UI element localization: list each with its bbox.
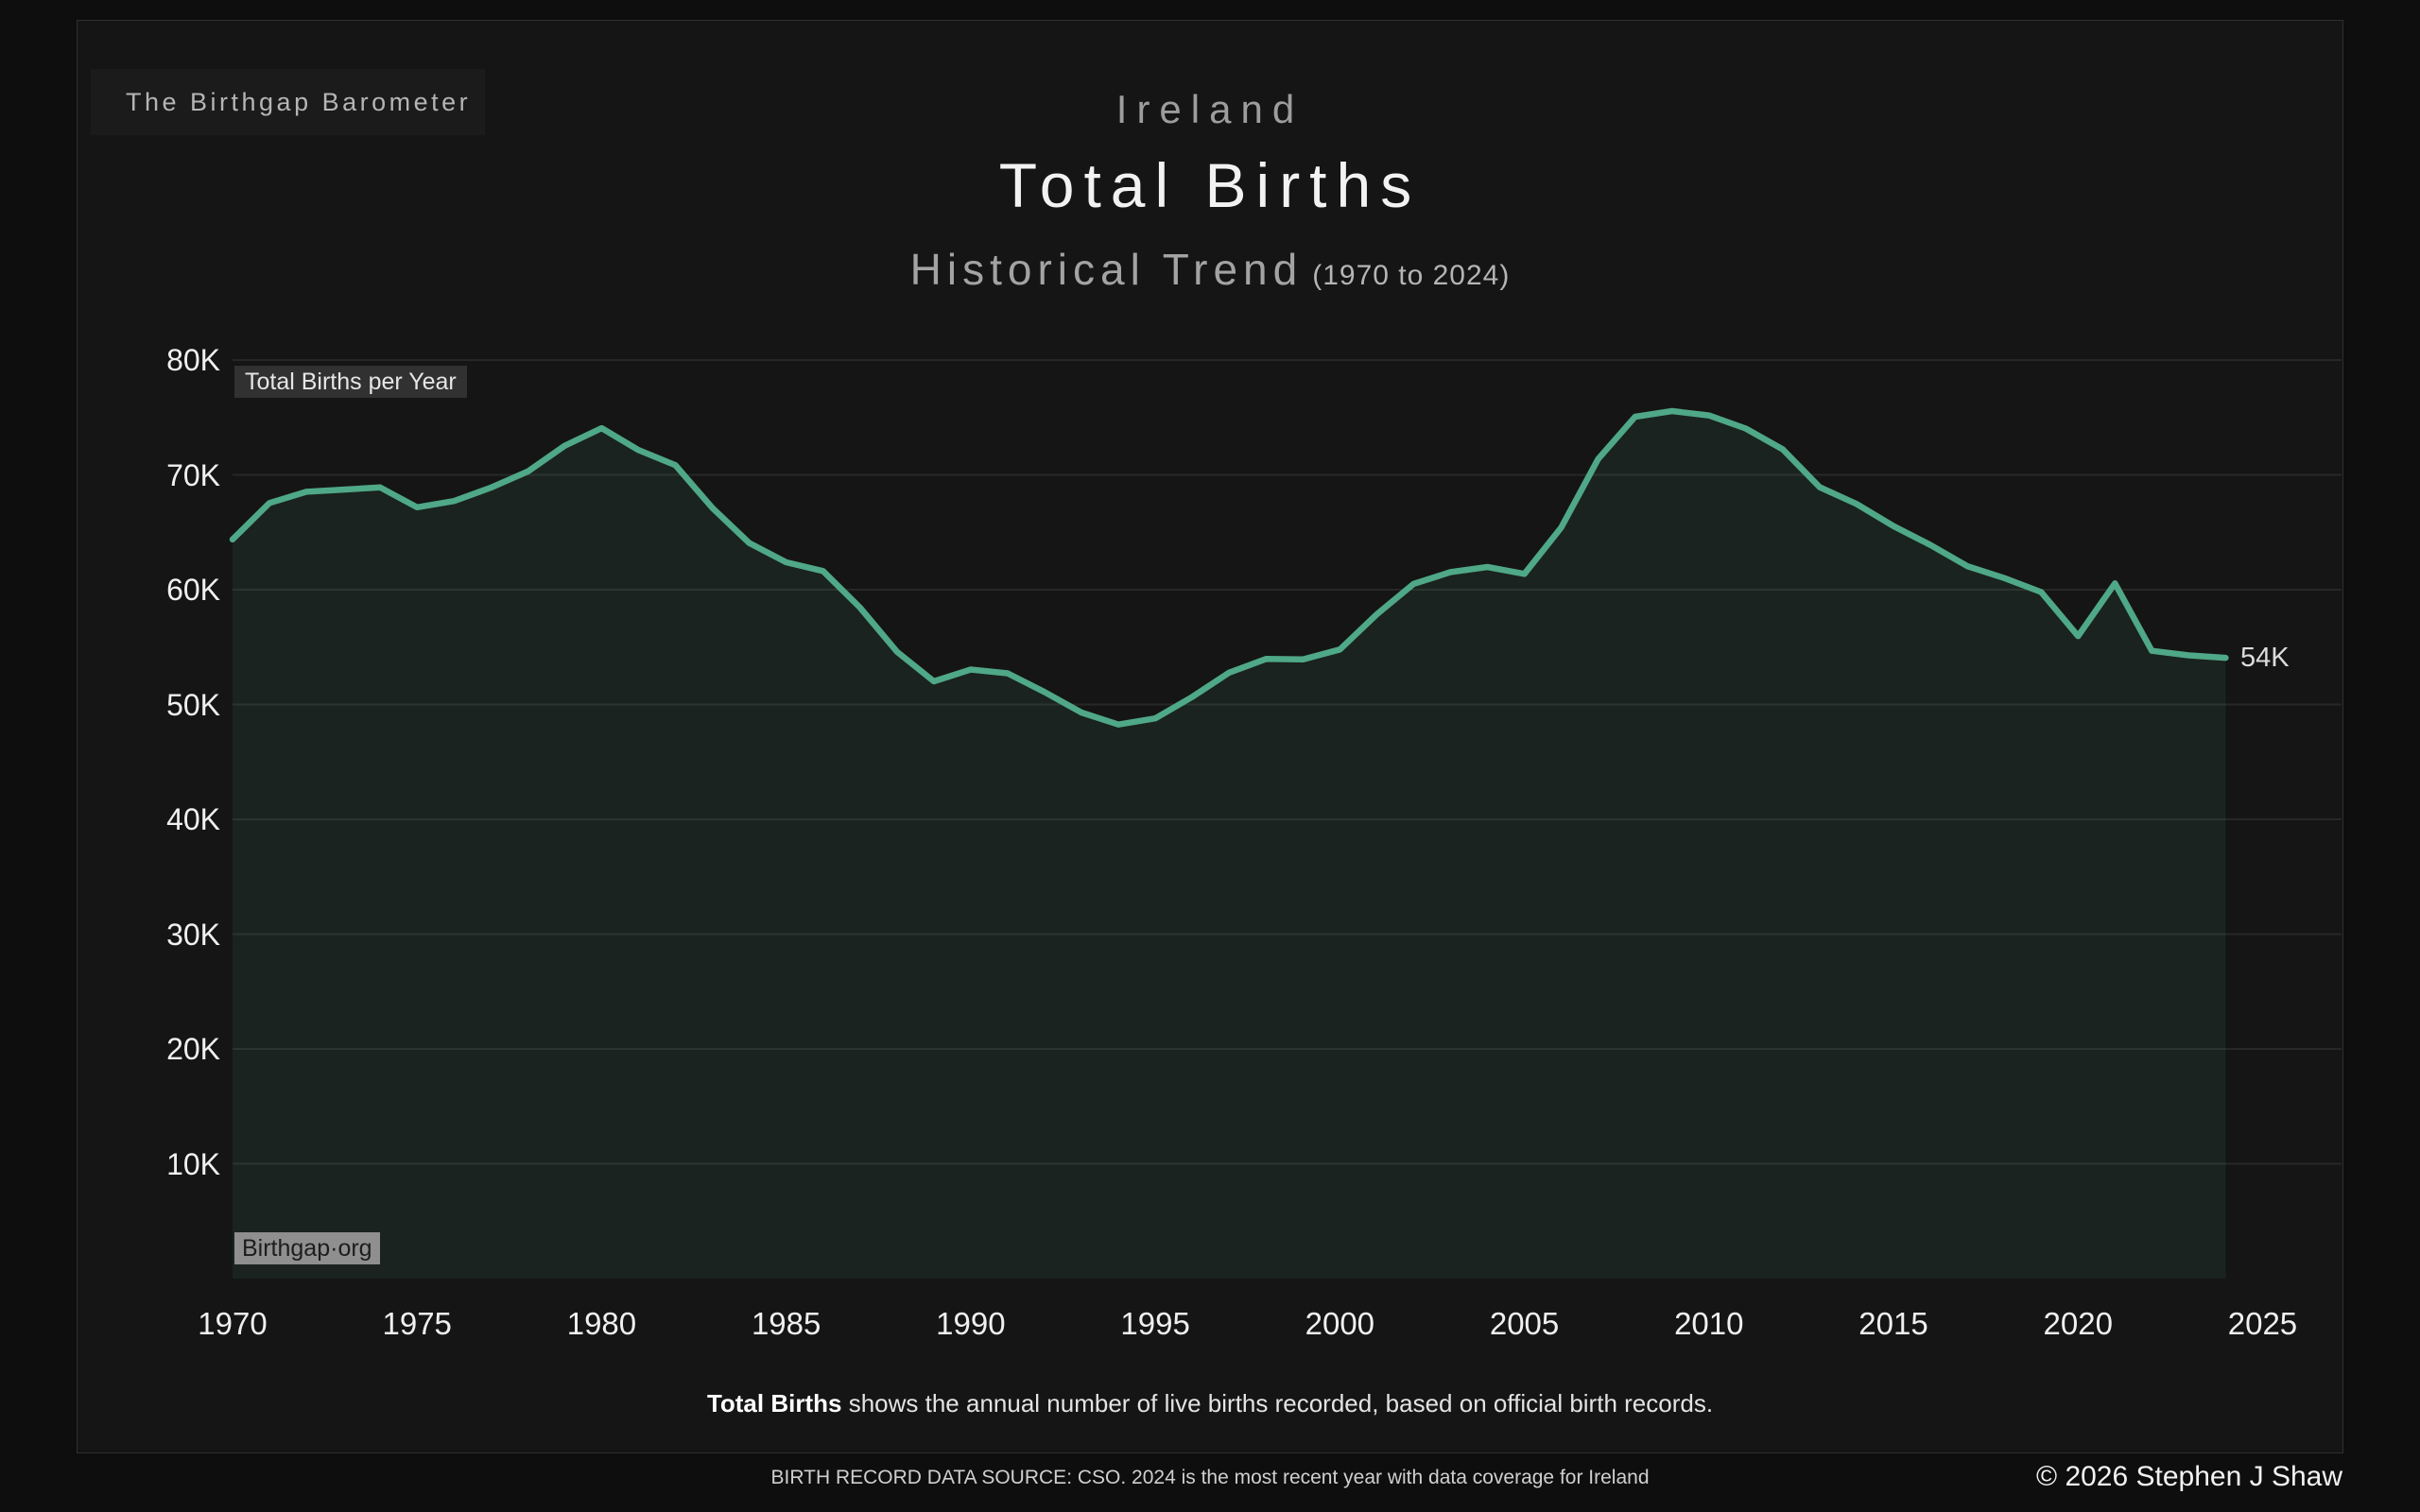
x-axis-tick-label: 2015	[1858, 1306, 1928, 1341]
y-axis-tick-label: 40K	[166, 802, 220, 836]
y-axis-tick-label: 80K	[166, 343, 220, 377]
subtitle-range: (1970 to 2024)	[1312, 260, 1511, 291]
x-axis-tick-label: 2025	[2227, 1306, 2298, 1341]
x-axis-tick-label: 1995	[1120, 1306, 1190, 1341]
x-axis-tick-label: 1970	[198, 1306, 268, 1341]
series-label-chip: Total Births per Year	[234, 366, 467, 398]
brand-badge: The Birthgap Barometer	[91, 69, 485, 135]
last-value-label: 54K	[2240, 643, 2290, 673]
y-axis-tick-label: 20K	[166, 1032, 220, 1066]
caption-text: shows the annual number of live births r…	[841, 1389, 1714, 1418]
chart-caption: Total Births shows the annual number of …	[0, 1389, 2420, 1418]
page-title: Total Births	[998, 150, 1422, 220]
y-axis-tick-label: 70K	[166, 457, 220, 492]
subtitle: Historical Trend (1970 to 2024)	[0, 244, 2420, 295]
x-axis-tick-label: 1975	[382, 1306, 452, 1341]
x-axis-tick-label: 1990	[936, 1306, 1006, 1341]
x-axis-tick-label: 2010	[1674, 1306, 1744, 1341]
caption-term: Total Births	[706, 1389, 842, 1418]
y-axis-tick-label: 60K	[166, 573, 220, 607]
y-axis-tick-label: 50K	[166, 687, 220, 722]
copyright-label: © 2026 Stephen J Shaw	[2036, 1461, 2342, 1492]
x-axis-tick-label: 2005	[1489, 1306, 1560, 1341]
x-axis-tick-label: 2020	[2043, 1306, 2113, 1341]
x-axis-tick-label: 1980	[566, 1306, 637, 1341]
birthgap-watermark-badge: Birthgap·org	[234, 1232, 380, 1264]
x-axis-tick-label: 2000	[1305, 1306, 1375, 1341]
y-axis-tick-label: 10K	[166, 1146, 220, 1181]
data-source-note: BIRTH RECORD DATA SOURCE: CSO. 2024 is t…	[770, 1467, 1650, 1488]
x-axis-tick-label: 1985	[751, 1306, 821, 1341]
subtitle-text: Historical Trend	[909, 245, 1304, 294]
country-label: Ireland	[1115, 87, 1305, 131]
y-axis-tick-label: 30K	[166, 917, 220, 952]
chart-card	[77, 20, 2343, 1453]
